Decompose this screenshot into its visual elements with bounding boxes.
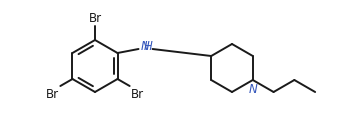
Text: Br: Br — [131, 88, 144, 101]
Text: H: H — [143, 39, 153, 52]
Text: N: N — [248, 83, 257, 96]
Text: Br: Br — [88, 12, 102, 25]
Text: Br: Br — [46, 88, 59, 101]
Text: N: N — [141, 39, 149, 52]
